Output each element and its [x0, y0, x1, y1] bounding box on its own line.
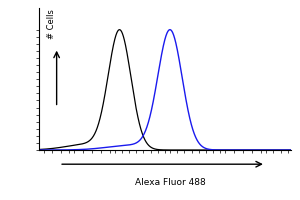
Text: # Cells: # Cells — [47, 9, 56, 39]
Text: Alexa Fluor 488: Alexa Fluor 488 — [135, 178, 206, 187]
